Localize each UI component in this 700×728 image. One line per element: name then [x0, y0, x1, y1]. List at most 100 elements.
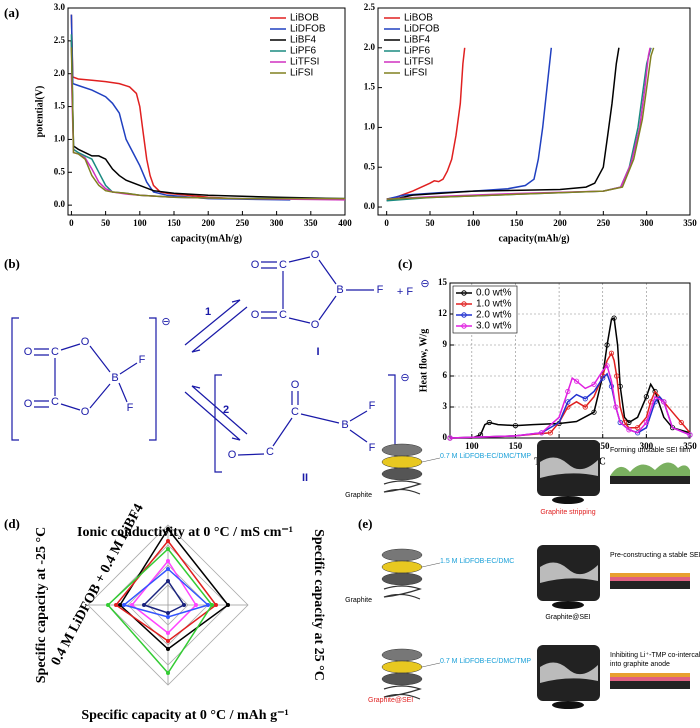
cell-layer: [381, 660, 423, 674]
pointer: [421, 662, 441, 668]
pointer: [421, 457, 441, 463]
radar-point: [166, 647, 170, 651]
anode-label: Graphite: [345, 597, 372, 604]
x-tick-label: 100: [133, 218, 147, 228]
marker: [643, 394, 649, 400]
series-line: [450, 317, 691, 439]
scheme-label: O: [251, 259, 260, 271]
bond: [237, 391, 368, 456]
plot-frame: [67, 7, 346, 216]
series-line: [70, 73, 346, 201]
grid-ring: [107, 544, 229, 666]
sei-layer: [610, 677, 690, 681]
y-tick-label: 0.5: [54, 166, 66, 176]
anode-label: Graphite@SEI: [368, 697, 413, 704]
sei-layer: [610, 673, 690, 677]
x-tick-label: 150: [510, 218, 524, 228]
marker: [614, 373, 620, 379]
legend-label: LiDFOB: [404, 24, 440, 35]
scheme-label: C: [279, 309, 287, 321]
sem-shadow: [552, 496, 584, 504]
y-tick-label: 1.5: [364, 82, 376, 92]
y-tick-label: 0: [443, 432, 448, 442]
series-line: [386, 47, 466, 200]
x-tick-label: 150: [509, 441, 523, 451]
radar-point: [166, 567, 170, 571]
radar-axis-label: Ionic conductivity at 0 °C / mS cm⁻¹: [77, 525, 293, 540]
cell-layer: [381, 648, 423, 662]
sei-layer: [610, 573, 690, 577]
scheme-label: B: [341, 419, 348, 431]
y-tick-label: 1.0: [364, 121, 376, 131]
plot-frame: [449, 282, 691, 439]
legend-marker: [461, 323, 467, 329]
caption: Graphite@SEI: [545, 614, 590, 621]
panel-label: (a): [4, 5, 19, 20]
y-tick-label: 15: [438, 277, 448, 287]
spring: [383, 480, 422, 495]
scheme-label: O: [24, 398, 33, 410]
scheme-label: C: [279, 259, 287, 271]
marker: [447, 435, 453, 441]
cell-layer: [381, 455, 423, 469]
scheme-label: + F: [397, 286, 413, 298]
panel-label: (b): [4, 256, 20, 271]
radar-point: [106, 603, 110, 607]
sem-texture: [540, 562, 598, 583]
radar-axis-label: Specific capacity at -25 °C: [34, 527, 49, 683]
x-tick-label: 200: [553, 218, 567, 228]
marker: [600, 375, 606, 381]
sem-texture: [540, 662, 598, 683]
marker: [486, 419, 492, 426]
scheme-label: C: [51, 346, 59, 358]
series-line: [70, 14, 291, 201]
scheme-label: F: [127, 402, 134, 414]
scheme-label: O: [228, 449, 237, 461]
legend-label: LiBOB: [290, 13, 319, 24]
x-tick-label: 50: [426, 218, 436, 228]
scheme-label: B: [111, 372, 118, 384]
bond: [34, 343, 138, 411]
pointer: [421, 562, 441, 568]
equilibrium-arrow: [184, 299, 248, 441]
scheme-label: ⊖: [161, 316, 170, 328]
x-tick-label: 350: [683, 218, 697, 228]
y-tick-label: 2.5: [364, 2, 376, 12]
film-label: Forming unstable SEI film: [610, 447, 690, 454]
marker: [678, 419, 684, 426]
radar-point: [182, 603, 186, 607]
sem-shadow: [552, 701, 584, 709]
legend-marker: [461, 312, 467, 318]
marker: [635, 430, 641, 436]
marker: [582, 396, 588, 402]
series-line: [449, 364, 691, 439]
y-tick-label: 2.0: [54, 68, 66, 78]
electrolyte-label: 0.7 M LiDFOB-EC/DMC/TMP: [440, 453, 531, 460]
x-tick-label: 300: [640, 218, 654, 228]
radar-point: [142, 603, 146, 607]
radar-point: [210, 603, 214, 607]
y-tick-label: 3.0: [54, 2, 66, 12]
legend-box: [452, 285, 518, 334]
scheme-label: ⊖: [420, 278, 429, 290]
y-tick-label: 1.5: [54, 101, 66, 111]
marker: [635, 425, 641, 431]
scheme-label: B: [336, 284, 343, 296]
cell-layer: [381, 560, 423, 574]
film-label: Pre-constructing a stable SEI film: [610, 552, 700, 559]
x-tick-label: 300: [640, 441, 654, 451]
series-line: [386, 47, 651, 200]
legend-label: LiBF4: [404, 35, 431, 46]
x-tick-label: 100: [465, 441, 479, 451]
anode-label: Graphite: [345, 492, 372, 499]
x-tick-label: 100: [467, 218, 481, 228]
radar-point: [166, 615, 170, 619]
marker: [626, 427, 632, 433]
legend-label: LiBOB: [404, 13, 433, 24]
legend-label: LiTFSI: [404, 57, 433, 68]
bond: [261, 256, 374, 324]
legend-label: LiTFSI: [290, 57, 319, 68]
marker: [613, 404, 619, 410]
y-axis-label: Heat flow, W/g: [418, 329, 429, 392]
marker: [582, 404, 588, 410]
